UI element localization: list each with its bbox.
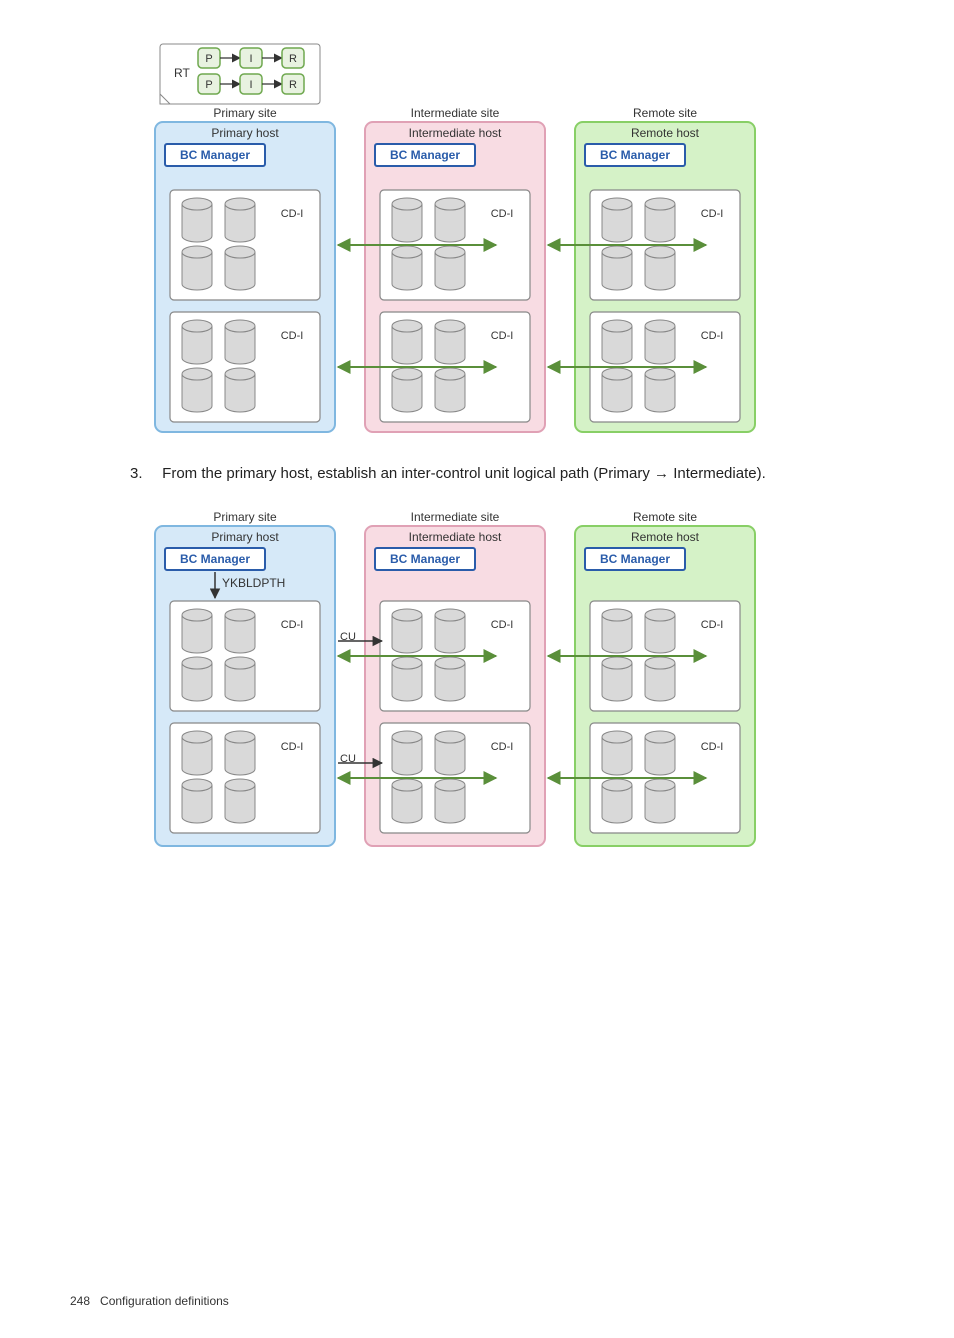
svg-text:BC Manager: BC Manager [180,552,250,566]
section-title: Configuration definitions [100,1294,229,1308]
page-footer: 248 Configuration definitions [60,1294,894,1308]
svg-text:I: I [249,79,252,91]
svg-text:Remote site: Remote site [633,106,697,120]
svg-text:I: I [249,53,252,65]
svg-text:Intermediate site: Intermediate site [411,106,500,120]
diagram-2: Primary site Primary host BC Manager CD-I CD… [140,506,768,854]
svg-text:CU: CU [340,630,356,642]
step-text: 3. From the primary host, establish an i… [130,463,894,486]
svg-text:Intermediate host: Intermediate host [409,126,502,140]
svg-text:P: P [205,53,212,65]
svg-text:CD-I: CD-I [281,330,304,342]
diagram-1: RT P I R P I R Primary site Primary host BC Manag… [140,40,768,443]
svg-text:RT: RT [174,66,190,80]
step-number: 3. [130,463,158,486]
svg-text:R: R [289,79,297,91]
svg-text:Primary site: Primary site [213,106,277,120]
svg-text:Remote host: Remote host [631,530,700,544]
svg-text:CD-I: CD-I [701,740,724,752]
svg-text:Remote site: Remote site [633,510,697,524]
svg-text:CU: CU [340,752,356,764]
svg-text:Remote host: Remote host [631,126,700,140]
svg-text:YKBLDPTH: YKBLDPTH [222,576,285,590]
svg-text:P: P [205,79,212,91]
svg-text:Primary host: Primary host [211,530,279,544]
page-number: 248 [70,1294,90,1308]
svg-text:Intermediate host: Intermediate host [409,530,502,544]
svg-text:BC Manager: BC Manager [180,148,250,162]
svg-text:CD-I: CD-I [281,740,304,752]
svg-text:CD-I: CD-I [701,618,724,630]
svg-text:BC Manager: BC Manager [390,148,460,162]
svg-text:Primary host: Primary host [211,126,279,140]
svg-text:CD-I: CD-I [491,330,514,342]
svg-text:CD-I: CD-I [491,618,514,630]
svg-text:BC Manager: BC Manager [600,148,670,162]
svg-text:CD-I: CD-I [701,208,724,220]
svg-text:CD-I: CD-I [491,208,514,220]
svg-text:CD-I: CD-I [281,208,304,220]
svg-text:Primary site: Primary site [213,510,277,524]
svg-text:Intermediate site: Intermediate site [411,510,500,524]
svg-text:CD-I: CD-I [701,330,724,342]
svg-text:CD-I: CD-I [281,618,304,630]
step-body: From the primary host, establish an inte… [162,465,766,482]
svg-text:R: R [289,53,297,65]
svg-text:BC Manager: BC Manager [600,552,670,566]
svg-text:CD-I: CD-I [491,740,514,752]
svg-text:BC Manager: BC Manager [390,552,460,566]
